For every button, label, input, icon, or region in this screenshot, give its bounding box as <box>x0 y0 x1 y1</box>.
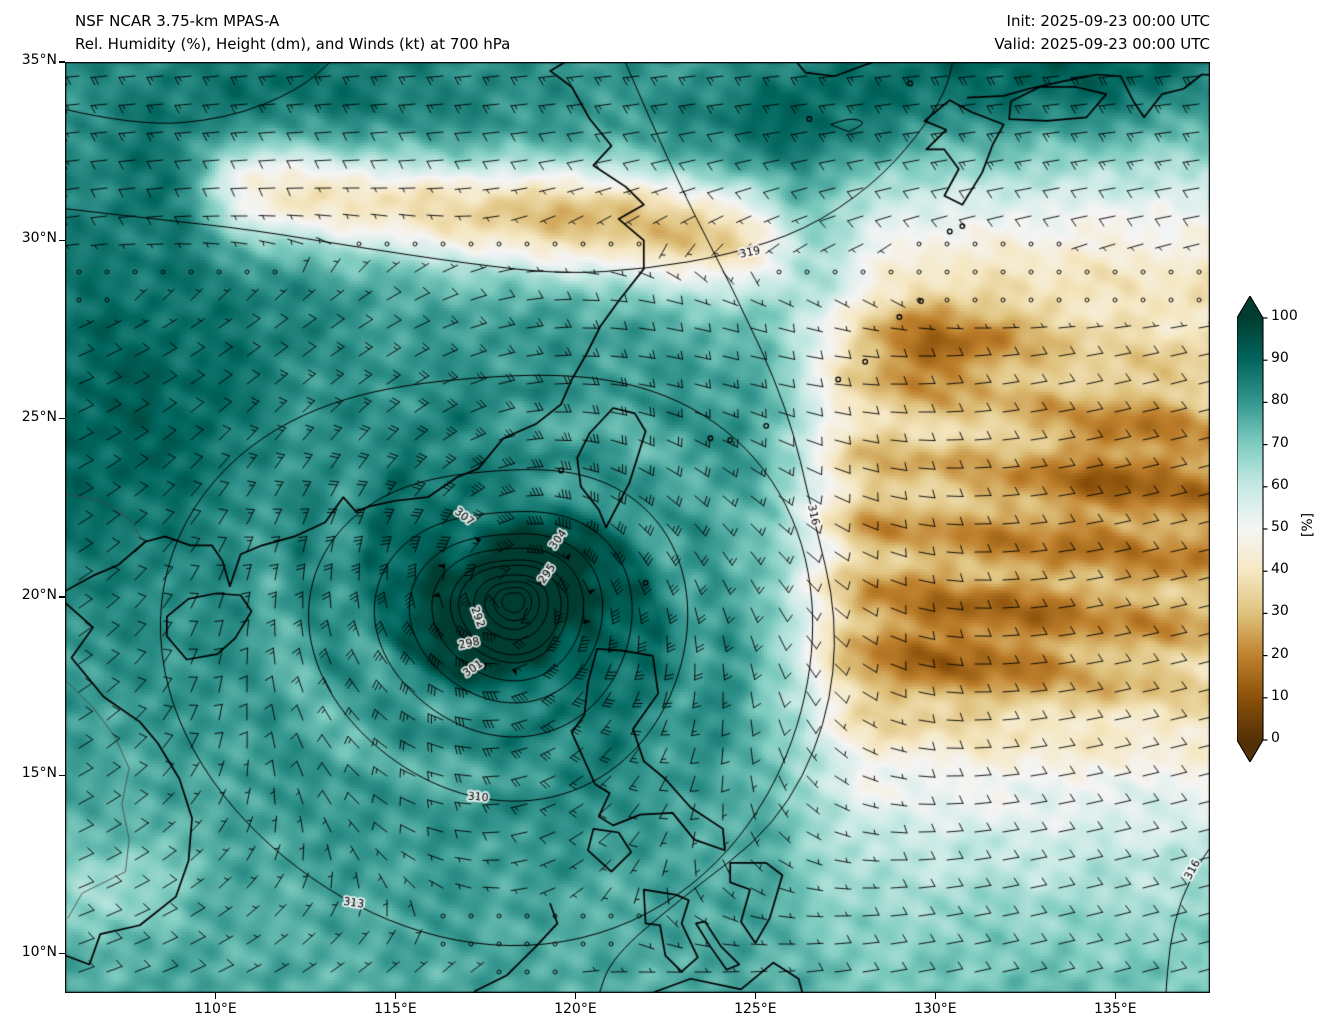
y-tick-label: 15°N <box>21 765 57 782</box>
x-tick-label: 110°E <box>194 1001 237 1017</box>
valid-time: Valid: 2025-09-23 00:00 UTC <box>994 35 1210 53</box>
colorbar-svg <box>1236 294 1268 764</box>
y-tick-label: 20°N <box>21 587 57 604</box>
y-tick-mark <box>59 953 65 955</box>
field-subtitle: Rel. Humidity (%), Height (dm), and Wind… <box>75 35 511 53</box>
colorbar-tick-label: 90 <box>1271 350 1289 367</box>
figure-header-right: Init: 2025-09-23 00:00 UTC Valid: 2025-0… <box>994 10 1210 56</box>
colorbar-tick-label: 40 <box>1271 561 1289 578</box>
x-tick-mark <box>214 993 217 999</box>
colorbar-unit-label: [%] <box>1300 512 1316 538</box>
x-tick-mark <box>754 993 757 999</box>
x-tick-label: 135°E <box>1094 1001 1137 1017</box>
x-tick-label: 115°E <box>374 1001 417 1017</box>
colorbar-tick-label: 100 <box>1271 308 1298 324</box>
y-tick-label: 35°N <box>21 52 57 68</box>
x-tick-label: 125°E <box>734 1001 777 1017</box>
y-tick-mark <box>59 61 65 63</box>
colorbar-tick-label: 60 <box>1271 476 1289 493</box>
y-tick-mark <box>59 239 65 242</box>
y-tick-mark <box>59 418 65 420</box>
x-tick-label: 130°E <box>914 1001 957 1017</box>
map-canvas <box>65 62 1210 993</box>
x-tick-mark <box>574 993 577 999</box>
y-tick-label: 30°N <box>21 230 57 247</box>
colorbar-tick-label: 50 <box>1271 519 1289 535</box>
colorbar-tick-label: 0 <box>1271 730 1280 746</box>
colorbar-tick-label: 30 <box>1271 603 1289 620</box>
figure-header-left: NSF NCAR 3.75-km MPAS-A Rel. Humidity (%… <box>75 10 510 56</box>
colorbar-tick-label: 80 <box>1271 392 1289 409</box>
y-tick-mark <box>59 596 65 598</box>
x-tick-label: 120°E <box>554 1001 597 1017</box>
x-tick-mark <box>394 993 397 999</box>
init-time: Init: 2025-09-23 00:00 UTC <box>1006 12 1210 30</box>
y-tick-label: 25°N <box>21 408 57 425</box>
x-tick-mark <box>934 993 937 999</box>
y-tick-label: 10°N <box>21 943 57 960</box>
colorbar <box>1236 294 1269 766</box>
colorbar-tick-label: 20 <box>1271 645 1289 662</box>
x-tick-mark <box>1114 993 1117 999</box>
colorbar-tick-label: 70 <box>1271 434 1289 451</box>
model-title: NSF NCAR 3.75-km MPAS-A <box>75 12 280 30</box>
colorbar-tick-label: 10 <box>1271 687 1289 704</box>
y-tick-mark <box>59 774 65 777</box>
